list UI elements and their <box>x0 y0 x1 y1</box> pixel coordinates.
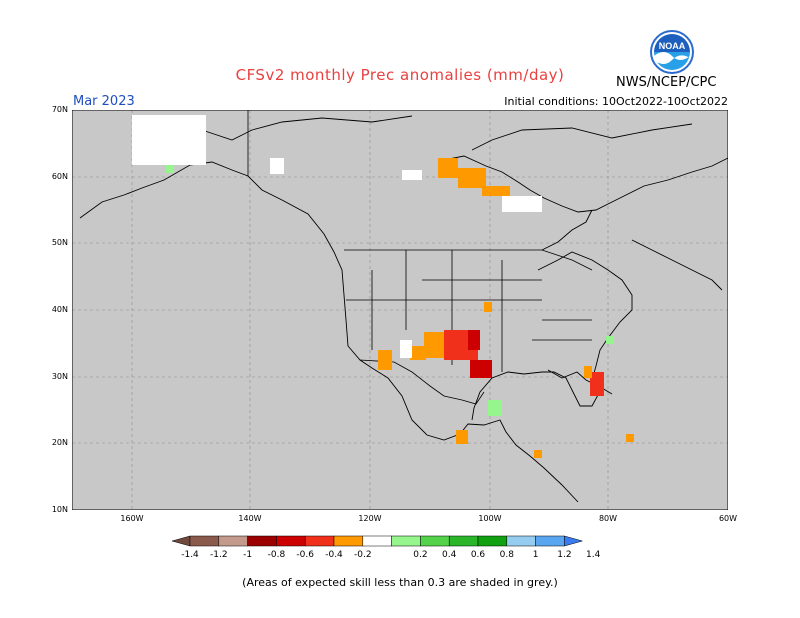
initial-conditions-label: Initial conditions: 10Oct2022-10Oct2022 <box>504 95 728 108</box>
dry-anomaly-patch <box>438 158 458 178</box>
colorbar-swatch <box>362 535 392 547</box>
colorbar-left-arrow <box>171 535 191 547</box>
dry-anomaly-patch <box>626 434 634 442</box>
colorbar-tick-label: 1 <box>533 550 539 560</box>
colorbar-tick-label: 0.2 <box>413 550 427 560</box>
colorbar-swatch <box>448 535 479 547</box>
strong-dry-anomaly-patch <box>468 330 480 350</box>
lon-label: 140W <box>238 514 262 523</box>
colorbar-swatch <box>420 535 450 547</box>
colorbar-swatch <box>218 535 248 547</box>
colorbar-swatch <box>304 535 335 547</box>
strong-dry-anomaly-patch <box>470 360 492 378</box>
wet-anomaly-patch <box>488 400 502 416</box>
lat-label: 50N <box>51 238 68 247</box>
valid-month-label: Mar 2023 <box>73 94 135 109</box>
lat-label: 20N <box>51 438 68 447</box>
wet-anomaly-patch <box>166 165 174 173</box>
colorbar-tick-label: 1.4 <box>586 550 601 560</box>
colorbar-tick-label: 0.8 <box>500 550 515 560</box>
colorbar-right-arrow <box>564 535 584 547</box>
colorbar-tick-label: -1.4 <box>181 550 199 560</box>
lon-label: 120W <box>358 514 382 523</box>
colorbar-swatch <box>247 535 277 547</box>
colorbar-swatch <box>189 535 220 547</box>
colorbar-swatch <box>276 535 306 547</box>
dry-anomaly-patch <box>584 366 592 378</box>
map-panel: 70N <box>72 110 728 510</box>
anomaly-patches <box>132 115 634 458</box>
lat-label: 60N <box>51 172 68 181</box>
lat-label: 30N <box>51 372 68 381</box>
dry-anomaly-patch <box>482 186 510 196</box>
colorbar-ticks: -1.4 -1.2 -1 -0.8 -0.6 -0.4 -0.2 0.2 0.4 0.6 0.8 1 1… <box>181 550 600 560</box>
colorbar-swatch <box>477 535 508 547</box>
colorbar-tick-label: -1.2 <box>210 550 228 560</box>
dry-anomaly-patch <box>410 346 426 360</box>
neutral-patch <box>502 196 542 212</box>
lon-label: 160W <box>120 514 144 523</box>
footer-note: (Areas of expected skill less than 0.3 a… <box>242 576 558 589</box>
colorbar-tick-label: -0.8 <box>268 550 286 560</box>
colorbar-swatch <box>333 535 364 547</box>
positive-neutral-patch <box>132 115 206 165</box>
political-borders <box>247 110 593 405</box>
neutral-patch <box>400 340 412 358</box>
dry-anomaly-patch <box>424 332 444 358</box>
logo-text: NOAA <box>659 41 686 51</box>
dry-anomaly-patch <box>534 450 542 458</box>
dry-anomaly-patch <box>456 430 468 444</box>
colorbar-legend: -1.4 -1.2 -1 -0.8 -0.6 -0.4 -0.2 0.2 0.4 0.6 0.8 1 1… <box>171 535 601 560</box>
agency-label: NWS/NCEP/CPC <box>616 75 717 90</box>
lon-label: 80W <box>598 514 618 523</box>
lon-label: 60W <box>718 514 738 523</box>
dry-anomaly-patch <box>378 350 392 370</box>
wet-anomaly-patch <box>606 336 614 344</box>
colorbar-tick-label: -0.6 <box>296 550 314 560</box>
colorbar-tick-label: -0.2 <box>354 550 372 560</box>
dry-anomaly-patch <box>590 372 604 396</box>
lat-label: 70N <box>51 105 68 114</box>
dry-anomaly-patch <box>458 168 486 188</box>
noaa-logo: NOAA <box>650 30 694 74</box>
lon-label: 100W <box>478 514 502 523</box>
colorbar-tick-label: 1.2 <box>557 550 571 560</box>
colorbar-tick-label: 0.6 <box>471 550 486 560</box>
colorbar-swatch <box>535 535 565 547</box>
neutral-patch <box>270 158 284 174</box>
colorbar-tick-label: -0.4 <box>325 550 343 560</box>
dry-anomaly-patch <box>484 302 492 312</box>
colorbar-swatches <box>171 535 584 547</box>
colorbar-tick-label: -1 <box>243 550 252 560</box>
colorbar-swatch <box>506 535 536 547</box>
neutral-patch <box>402 170 422 180</box>
map-title: CFSv2 monthly Prec anomalies (mm/day) <box>235 66 565 84</box>
colorbar-swatch <box>391 535 421 547</box>
lat-label: 10N <box>51 505 68 514</box>
lat-label: 40N <box>51 305 68 314</box>
colorbar-tick-label: 0.4 <box>442 550 457 560</box>
